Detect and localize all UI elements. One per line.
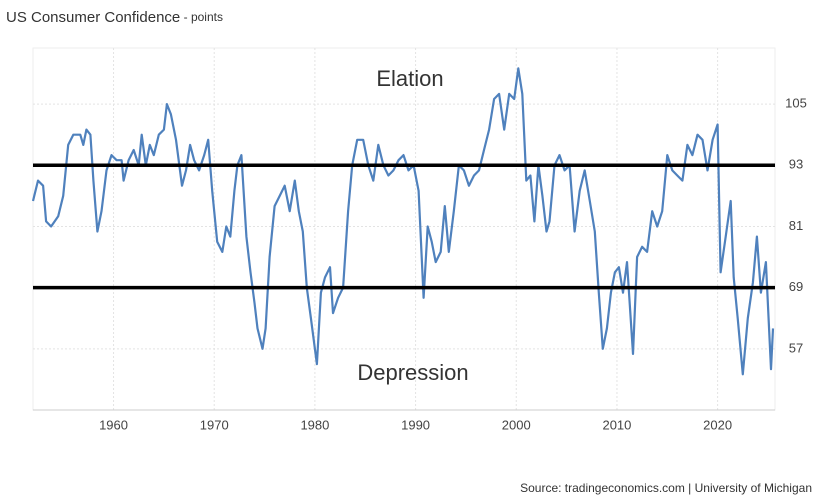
x-tick-label: 1990: [401, 417, 430, 432]
annotation: Elation: [376, 66, 443, 91]
annotation: Depression: [357, 360, 468, 385]
data-line: [31, 67, 775, 376]
y-tick-label: 105: [785, 96, 807, 111]
plot-area: [32, 47, 776, 411]
y-tick-label: 69: [789, 279, 803, 294]
x-tick-label: 2010: [602, 417, 631, 432]
x-tick-label: 2020: [703, 417, 732, 432]
x-tick-label: 1960: [99, 417, 128, 432]
chart-title: US Consumer Confidence - points: [6, 9, 223, 26]
x-tick-label: 1980: [300, 417, 329, 432]
y-tick-label: 81: [789, 218, 803, 233]
subtitle: points: [191, 10, 223, 24]
y-tick-label: 57: [789, 340, 803, 355]
x-tick-label: 1970: [200, 417, 229, 432]
separator: -: [180, 10, 191, 24]
title: US Consumer Confidence: [6, 9, 180, 26]
y-tick-label: 93: [789, 157, 803, 172]
source: Source: tradingeconomics.com | Universit…: [520, 481, 812, 495]
x-tick-label: 2000: [502, 417, 531, 432]
